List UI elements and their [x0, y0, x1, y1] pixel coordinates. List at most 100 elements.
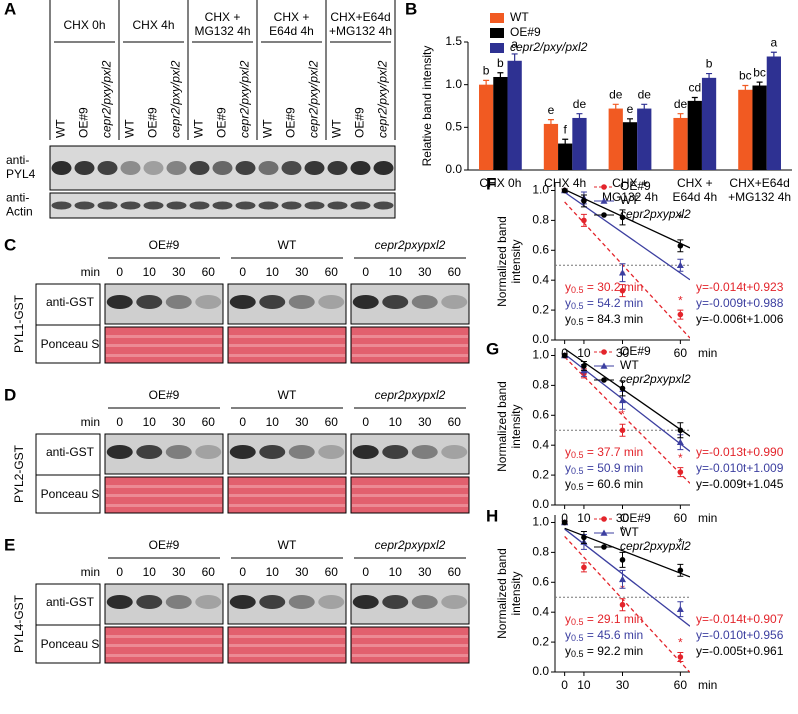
half-life-sub: 0.5	[571, 482, 584, 492]
ponceau-band	[106, 344, 222, 347]
legend-marker	[601, 544, 607, 550]
ponceau-band	[106, 504, 222, 507]
half-life-sub: 0.5	[571, 317, 584, 327]
legend-marker	[601, 184, 607, 190]
x-tick-label: 10	[577, 346, 591, 360]
error-bar	[511, 53, 518, 68]
half-life-symbol: y	[565, 312, 571, 326]
ponceau-band	[352, 654, 468, 657]
row-label: anti-GST	[46, 295, 95, 309]
row-label: Actin	[6, 205, 33, 219]
band	[281, 201, 302, 210]
band	[97, 161, 118, 175]
band	[318, 295, 345, 309]
row-label: PYL4	[6, 167, 36, 181]
data-point	[677, 567, 684, 574]
data-point	[619, 601, 626, 608]
y-tick-label: 0.0	[532, 497, 549, 511]
group-label: +MG132 4h	[329, 24, 392, 38]
significance-letter: a	[771, 35, 778, 49]
group-label: cepr2pxypxl2	[375, 388, 446, 402]
legend-label: cepr2/pxy/pxl2	[510, 40, 588, 54]
band	[120, 161, 141, 175]
time-label: 30	[172, 415, 186, 429]
band	[382, 445, 409, 459]
data-point	[581, 534, 587, 541]
x-tick-label: CHX +	[612, 176, 648, 190]
lane-label: cepr2/pxy/pxl2	[307, 60, 321, 138]
lane-label: cepr2/pxy/pxl2	[238, 60, 252, 138]
data-point	[561, 187, 568, 194]
band	[258, 201, 279, 210]
half-life-symbol: y	[565, 445, 571, 459]
y-axis-title: intensity	[509, 239, 523, 283]
time-label: 0	[239, 265, 246, 279]
time-label: 10	[266, 265, 280, 279]
data-point	[619, 214, 626, 221]
band	[212, 161, 233, 175]
legend-swatch	[490, 28, 504, 38]
band	[259, 595, 286, 609]
lane-label: WT	[330, 119, 344, 138]
band	[97, 201, 118, 210]
ponceau-band	[352, 335, 468, 338]
half-life: y0.5 = 50.9 min	[565, 461, 643, 476]
error-bar	[612, 103, 619, 113]
data-point	[619, 575, 626, 583]
x-axis-title: min	[698, 678, 717, 692]
legend-marker	[601, 377, 607, 383]
data-point	[677, 654, 684, 660]
band	[327, 201, 348, 210]
band	[352, 595, 379, 609]
x-tick-label: 10	[577, 678, 591, 692]
y-tick-label: 0.6	[532, 574, 549, 588]
data-point	[619, 385, 626, 392]
time-label: 30	[418, 415, 432, 429]
ponceau-band	[106, 485, 222, 488]
row-frame	[35, 433, 101, 514]
time-label: 10	[389, 415, 403, 429]
band	[212, 201, 233, 210]
row-label: anti-	[6, 153, 29, 167]
significance-star: *	[678, 293, 683, 307]
fit-label: y=-0.014t+0.907	[696, 612, 784, 626]
band	[189, 161, 210, 175]
data-point	[619, 557, 626, 563]
time-label: 60	[325, 565, 339, 579]
ponceau-band	[229, 504, 345, 507]
band	[382, 595, 409, 609]
significance-star: *	[678, 451, 683, 465]
y-tick-label: 1.5	[445, 34, 462, 48]
significance-letter: e	[627, 102, 634, 116]
band	[106, 445, 133, 459]
band	[304, 161, 325, 175]
half-life-text: = 50.9 min	[584, 461, 644, 475]
data-point	[677, 311, 684, 318]
panel-label: C	[4, 235, 16, 254]
significance-letter: cd	[688, 81, 701, 95]
fit-label: y=-0.006t+1.006	[696, 312, 784, 326]
band	[373, 161, 394, 175]
time-label: 0	[362, 565, 369, 579]
group-label: E64d 4h	[269, 24, 314, 38]
ponceau-band	[229, 354, 345, 357]
error-bar	[677, 113, 684, 123]
x-tick-label: 30	[616, 511, 630, 525]
legend-label: OE#9	[620, 179, 651, 193]
significance-letter: b	[497, 56, 504, 70]
ponceau-band	[229, 485, 345, 488]
time-label: 60	[448, 565, 462, 579]
group-label: WT	[278, 538, 297, 552]
legend-label: WT	[620, 358, 639, 372]
panel-label: F	[486, 174, 496, 193]
band	[318, 445, 345, 459]
y-tick-label: 0.5	[445, 120, 462, 134]
ponceau-band	[352, 354, 468, 357]
time-unit: min	[81, 265, 100, 279]
y-tick-label: 0.0	[532, 332, 549, 346]
fit-line	[564, 528, 690, 627]
legend-label: WT	[620, 525, 639, 539]
band	[441, 445, 468, 459]
y-tick-label: 0.0	[532, 664, 549, 678]
error-bar	[547, 119, 554, 129]
